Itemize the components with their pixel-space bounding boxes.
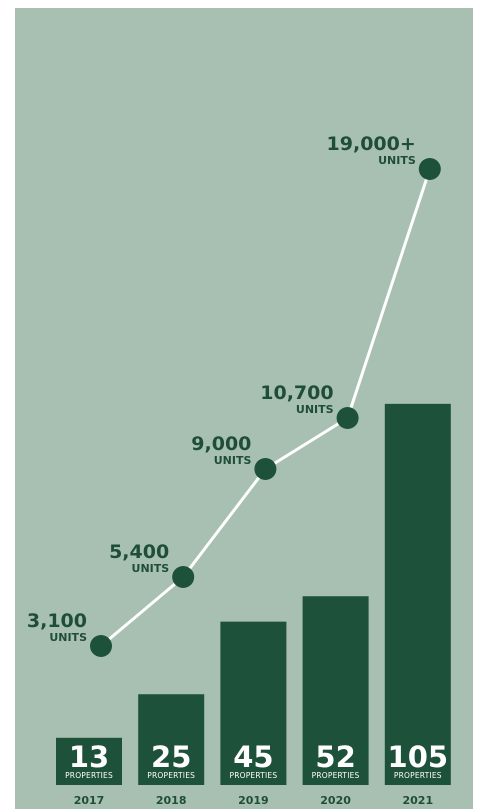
bar-unit-label-2018: PROPERTIES <box>147 771 195 780</box>
units-value-label-2017: 3,100 <box>27 610 87 632</box>
x-tick-label-2017: 2017 <box>74 794 105 807</box>
units-point-2020 <box>336 407 359 429</box>
units-point-2021 <box>418 158 441 180</box>
units-point-2018 <box>172 566 195 588</box>
bar-value-label-2021: 105 <box>388 740 449 774</box>
chart-svg: 13PROPERTIES201725PROPERTIES201845PROPER… <box>15 8 473 809</box>
chart-panel: 13 PROPERTIES 2017 25 PROPERTIES 2018 45 PROPER… <box>15 8 473 809</box>
bar-unit-label-2019: PROPERTIES <box>229 771 277 780</box>
units-point-2017 <box>90 635 112 657</box>
units-unit-label-2021: UNITS <box>378 154 416 167</box>
bars-group <box>56 403 451 785</box>
units-value-label-2021: 19,000+ <box>327 133 416 155</box>
x-tick-label-2018: 2018 <box>156 794 187 807</box>
bar-2020 <box>302 596 369 785</box>
labels-group: 13PROPERTIES201725PROPERTIES201845PROPER… <box>27 133 448 807</box>
x-tick-label-2019: 2019 <box>238 794 269 807</box>
bar-2019 <box>220 621 287 785</box>
units-unit-label-2019: UNITS <box>214 454 252 467</box>
bar-value-label-2017: 13 <box>69 740 109 774</box>
points-group <box>90 158 441 657</box>
bar-2018 <box>138 694 205 785</box>
bar-value-label-2019: 45 <box>233 740 273 774</box>
units-unit-label-2018: UNITS <box>132 562 170 575</box>
bar-value-label-2018: 25 <box>151 740 191 774</box>
bar-value-label-2020: 52 <box>315 740 355 774</box>
x-tick-label-2020: 2020 <box>320 794 351 807</box>
units-value-label-2020: 10,700 <box>260 382 333 404</box>
units-point-2019 <box>254 458 277 480</box>
bar-2017 <box>56 737 122 785</box>
units-unit-label-2020: UNITS <box>296 403 334 416</box>
bar-2021 <box>384 403 451 785</box>
bar-unit-label-2021: PROPERTIES <box>394 771 442 780</box>
bar-unit-label-2020: PROPERTIES <box>312 771 360 780</box>
units-value-label-2018: 5,400 <box>109 541 169 563</box>
x-tick-label-2021: 2021 <box>402 794 433 807</box>
bar-unit-label-2017: PROPERTIES <box>65 771 113 780</box>
units-unit-label-2017: UNITS <box>49 631 87 644</box>
units-value-label-2019: 9,000 <box>191 433 251 455</box>
